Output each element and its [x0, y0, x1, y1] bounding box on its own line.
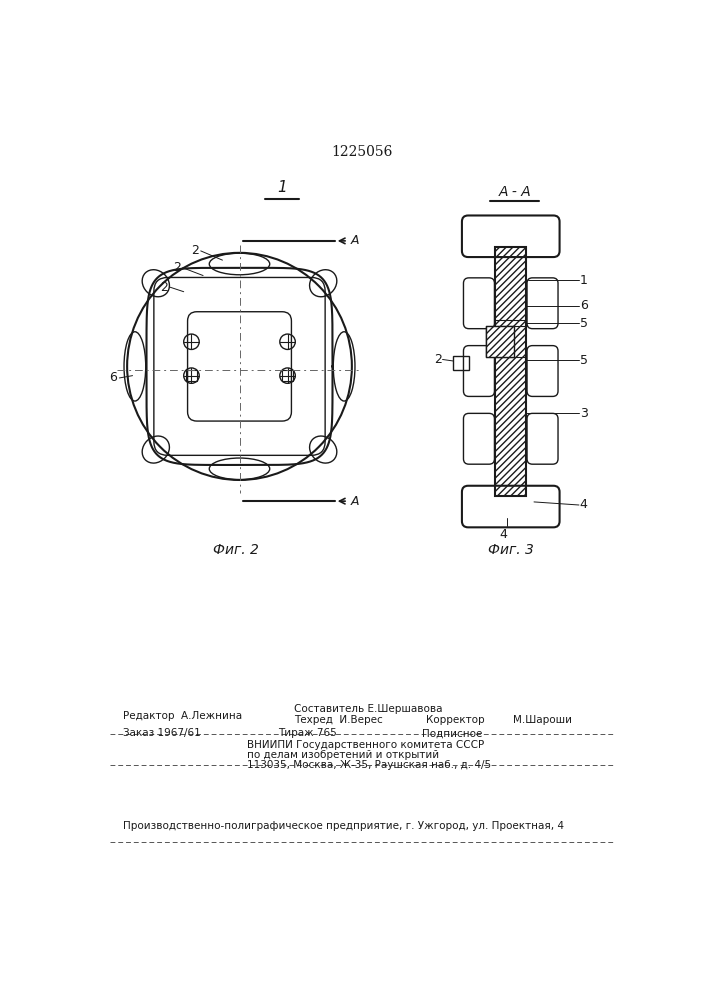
Text: Заказ 1967/61: Заказ 1967/61 — [123, 728, 201, 738]
Text: 1225056: 1225056 — [332, 145, 392, 159]
Text: 6: 6 — [580, 299, 588, 312]
Text: 3: 3 — [580, 407, 588, 420]
Text: по делам изобретений и открытий: по делам изобретений и открытий — [247, 750, 439, 760]
Text: М.Шароши: М.Шароши — [513, 715, 572, 725]
Bar — [486, 326, 514, 357]
Text: ВНИИПИ Государственного комитета СССР: ВНИИПИ Государственного комитета СССР — [247, 740, 484, 750]
Text: Редактор  А.Лежнина: Редактор А.Лежнина — [123, 711, 243, 721]
Text: Производственно-полиграфическое предприятие, г. Ужгород, ул. Проектная, 4: Производственно-полиграфическое предприя… — [123, 821, 564, 831]
Bar — [486, 326, 514, 357]
Text: 2: 2 — [434, 353, 442, 366]
Bar — [495, 247, 526, 496]
Text: 2: 2 — [192, 244, 199, 257]
Text: A: A — [351, 234, 360, 247]
Text: Техред  И.Верес: Техред И.Верес — [293, 715, 382, 725]
Text: Составитель Е.Шершавова: Составитель Е.Шершавова — [293, 704, 443, 714]
Text: 1: 1 — [580, 274, 588, 287]
Text: 113035, Москва, Ж-35, Раушская наб., д. 4/5: 113035, Москва, Ж-35, Раушская наб., д. … — [247, 760, 491, 770]
Text: Фиг. 3: Фиг. 3 — [488, 544, 534, 558]
Text: 5: 5 — [580, 354, 588, 367]
Bar — [186, 370, 197, 381]
Text: 1: 1 — [277, 180, 287, 195]
Bar — [453, 356, 469, 370]
Text: 4: 4 — [499, 528, 507, 541]
Text: 5: 5 — [580, 317, 588, 330]
Text: Корректор: Корректор — [426, 715, 484, 725]
Text: 2: 2 — [160, 281, 168, 294]
Text: A: A — [351, 495, 360, 508]
Text: Фиг. 2: Фиг. 2 — [213, 544, 259, 558]
Bar — [282, 370, 293, 381]
Text: 6: 6 — [109, 371, 117, 384]
Bar — [495, 247, 526, 496]
Text: Тираж 765: Тираж 765 — [279, 728, 337, 738]
Text: A - A: A - A — [498, 185, 531, 199]
Text: Подписное: Подписное — [421, 728, 482, 738]
Text: 4: 4 — [580, 498, 588, 512]
Text: 2: 2 — [173, 261, 182, 274]
